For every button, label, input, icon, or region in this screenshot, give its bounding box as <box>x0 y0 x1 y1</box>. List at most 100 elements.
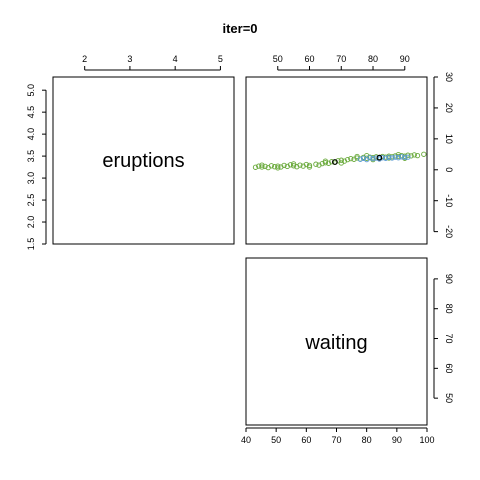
eruptions-left-axis: 1.5 2.0 2.5 3.0 3.5 4.0 4.5 5.0 <box>26 84 47 251</box>
data-point <box>370 155 376 162</box>
waiting-bottom-axis: 40 50 60 70 80 90 100 <box>241 427 435 445</box>
data-point <box>392 154 398 160</box>
tick-label: 30 <box>444 72 454 82</box>
data-point <box>402 154 408 161</box>
panel-waiting <box>245 257 428 426</box>
tick-label: 2.0 <box>26 216 36 229</box>
data-point <box>306 164 313 170</box>
data-point <box>275 163 281 169</box>
tick-label: 1.5 <box>26 238 36 251</box>
eruptions-top-axis: 2 3 4 5 <box>82 54 223 71</box>
data-point <box>275 165 281 171</box>
tick-label: 4.5 <box>26 106 36 119</box>
tick-label: 3.0 <box>26 172 36 185</box>
waiting-top-axis: 50 60 70 80 90 <box>273 54 410 71</box>
axes-layer: 2 3 4 5 1.5 2.0 2.5 3.0 3.5 4.0 4.5 5.0 50 60 70 80 90 -2… <box>26 54 454 445</box>
waiting-right-axis: 50 60 70 80 90 <box>433 274 454 403</box>
cluster-center-point <box>332 159 338 165</box>
panel-scatter <box>245 76 428 245</box>
tick-label: -20 <box>444 225 454 238</box>
tick-label: 4 <box>173 54 178 64</box>
data-point <box>259 164 265 170</box>
data-point <box>405 154 411 160</box>
data-point <box>338 157 344 163</box>
tick-label: 60 <box>444 363 454 373</box>
data-point <box>256 163 262 169</box>
tick-label: 70 <box>444 334 454 344</box>
cluster-center-point <box>376 154 383 161</box>
data-point <box>313 161 319 167</box>
tick-label: 20 <box>444 103 454 113</box>
data-point <box>351 156 357 162</box>
data-point <box>348 155 354 162</box>
data-point <box>322 158 329 164</box>
tick-label: 50 <box>273 54 283 64</box>
tick-label: 10 <box>444 134 454 144</box>
chart-title: iter=0 <box>222 21 257 36</box>
tick-label: 50 <box>444 393 454 403</box>
tick-label: 5 <box>218 54 223 64</box>
data-point <box>252 164 259 170</box>
waiting-label: waiting <box>304 332 367 354</box>
panel-eruptions <box>52 76 235 245</box>
data-point <box>281 162 287 169</box>
data-point <box>414 152 421 159</box>
data-point <box>408 153 414 159</box>
data-point <box>389 155 395 161</box>
data-point <box>395 155 402 161</box>
tick-label: 3 <box>127 54 132 64</box>
data-point <box>319 160 325 167</box>
residual-right-axis: -20 -10 0 10 20 30 <box>433 72 454 238</box>
data-point <box>386 154 392 161</box>
tick-label: 60 <box>301 435 311 445</box>
tick-label: 2 <box>82 54 87 64</box>
data-point <box>306 162 313 169</box>
tick-label: 40 <box>241 435 251 445</box>
data-point <box>354 155 360 161</box>
data-point <box>354 153 360 160</box>
data-point <box>287 162 294 168</box>
points-layer <box>252 151 427 171</box>
tick-label: -10 <box>444 194 454 207</box>
tick-label: 70 <box>336 54 346 64</box>
data-point <box>268 163 275 169</box>
data-point <box>262 163 268 170</box>
tick-label: 5.0 <box>26 84 36 97</box>
tick-label: 80 <box>444 304 454 314</box>
data-point <box>322 160 329 166</box>
data-point <box>338 160 344 166</box>
tick-label: 90 <box>444 274 454 284</box>
data-point <box>290 163 297 169</box>
tick-label: 50 <box>271 435 281 445</box>
data-point <box>360 155 367 161</box>
tick-label: 60 <box>305 54 315 64</box>
data-point <box>367 155 373 161</box>
data-point <box>357 156 363 162</box>
data-point <box>398 154 405 160</box>
tick-label: 4.0 <box>26 128 36 141</box>
tick-label: 2.5 <box>26 194 36 207</box>
data-point <box>259 162 265 168</box>
tick-label: 90 <box>400 54 410 64</box>
eruptions-label: eruptions <box>102 150 184 172</box>
tick-label: 70 <box>331 435 341 445</box>
tick-label: 100 <box>419 435 434 445</box>
data-point <box>373 155 379 161</box>
tick-label: 90 <box>392 435 402 445</box>
data-point <box>303 161 309 168</box>
tick-label: 80 <box>368 54 378 64</box>
tick-label: 80 <box>362 435 372 445</box>
data-point <box>271 164 278 170</box>
tick-label: 0 <box>444 167 454 172</box>
data-point <box>411 152 417 158</box>
data-point <box>379 155 386 161</box>
data-point <box>316 162 322 168</box>
data-point <box>329 159 335 165</box>
data-point <box>421 151 427 157</box>
data-point <box>290 161 297 167</box>
data-point <box>383 155 389 161</box>
tick-label: 3.5 <box>26 150 36 163</box>
data-point <box>344 156 351 163</box>
series-center <box>332 154 383 165</box>
